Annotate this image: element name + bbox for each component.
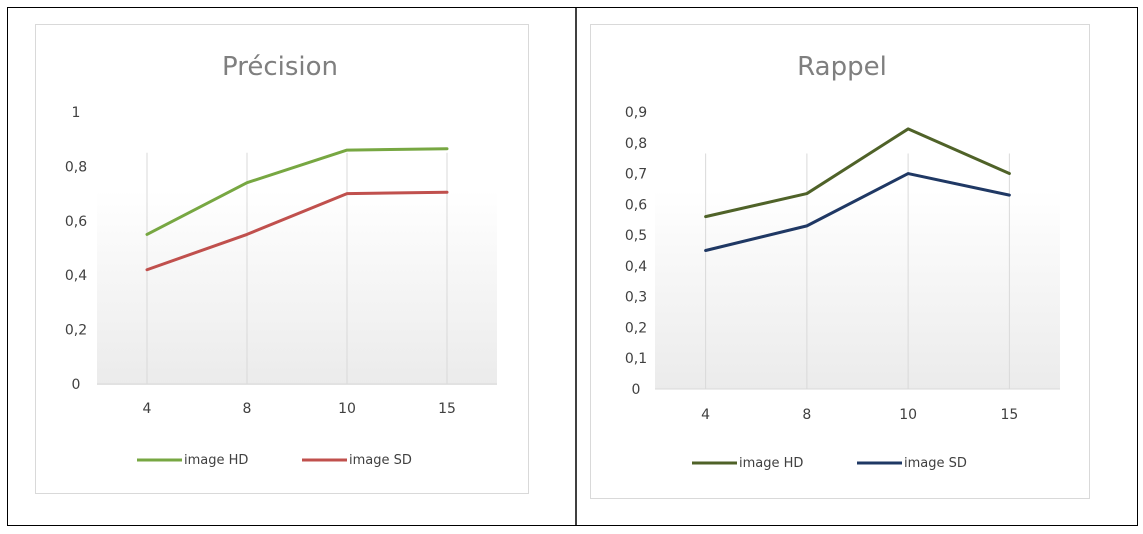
- precision-x-tick-label: 8: [243, 401, 252, 417]
- rappel-y-tick-label: 0,5: [625, 228, 647, 244]
- rappel-legend-label: image HD: [739, 456, 803, 471]
- rappel-plot-background: [655, 190, 1060, 389]
- precision-y-tick-label: 1: [72, 105, 81, 121]
- rappel-series-line-hd: [704, 127, 1011, 219]
- precision-y-tick-label: 0,8: [65, 159, 87, 175]
- precision-plot-background: [97, 190, 497, 385]
- rappel-x-tick-label: 10: [899, 407, 917, 423]
- rappel-y-tick-label: 0,4: [625, 259, 647, 275]
- precision-chart: Précision 0 0,2 0,4 0,6 0,8 1 4 8 10 15 image HD…: [35, 24, 529, 494]
- rappel-legend-label: image SD: [904, 456, 967, 471]
- precision-series-line-hd: [145, 147, 449, 236]
- rappel-y-tick-label: 0,6: [625, 197, 647, 213]
- precision-legend-label: image SD: [349, 453, 412, 468]
- precision-y-tick-label: 0,2: [65, 323, 87, 339]
- precision-x-tick-label: 10: [338, 401, 356, 417]
- precision-y-tick-label: 0,6: [65, 214, 87, 230]
- rappel-x-tick-label: 8: [802, 407, 811, 423]
- rappel-y-tick-label: 0,1: [625, 351, 647, 367]
- rappel-x-tick-label: 15: [1000, 407, 1018, 423]
- rappel-y-tick-label: 0,7: [625, 167, 647, 183]
- rappel-x-tick-label: 4: [701, 407, 710, 423]
- rappel-y-tick-label: 0,2: [625, 320, 647, 336]
- precision-y-tick-label: 0: [72, 377, 81, 393]
- rappel-y-tick-label: 0: [632, 382, 641, 398]
- precision-chart-title: Précision: [222, 52, 338, 82]
- precision-series-line-sd: [145, 190, 449, 272]
- rappel-chart-title: Rappel: [797, 52, 887, 82]
- rappel-chart: Rappel 0 0,1 0,2 0,3 0,4 0,5 0,6 0,7 0,8 0,9 4 8 10…: [590, 24, 1090, 499]
- precision-x-tick-label: 4: [143, 401, 152, 417]
- outer-frame: [7, 7, 1138, 526]
- rappel-y-tick-label: 0,8: [625, 136, 647, 152]
- rappel-series-line-sd: [704, 172, 1011, 252]
- precision-y-tick-label: 0,4: [65, 268, 87, 284]
- rappel-y-tick-label: 0,9: [625, 105, 647, 121]
- precision-legend-label: image HD: [184, 453, 248, 468]
- rappel-y-tick-label: 0,3: [625, 290, 647, 306]
- precision-x-tick-label: 15: [438, 401, 456, 417]
